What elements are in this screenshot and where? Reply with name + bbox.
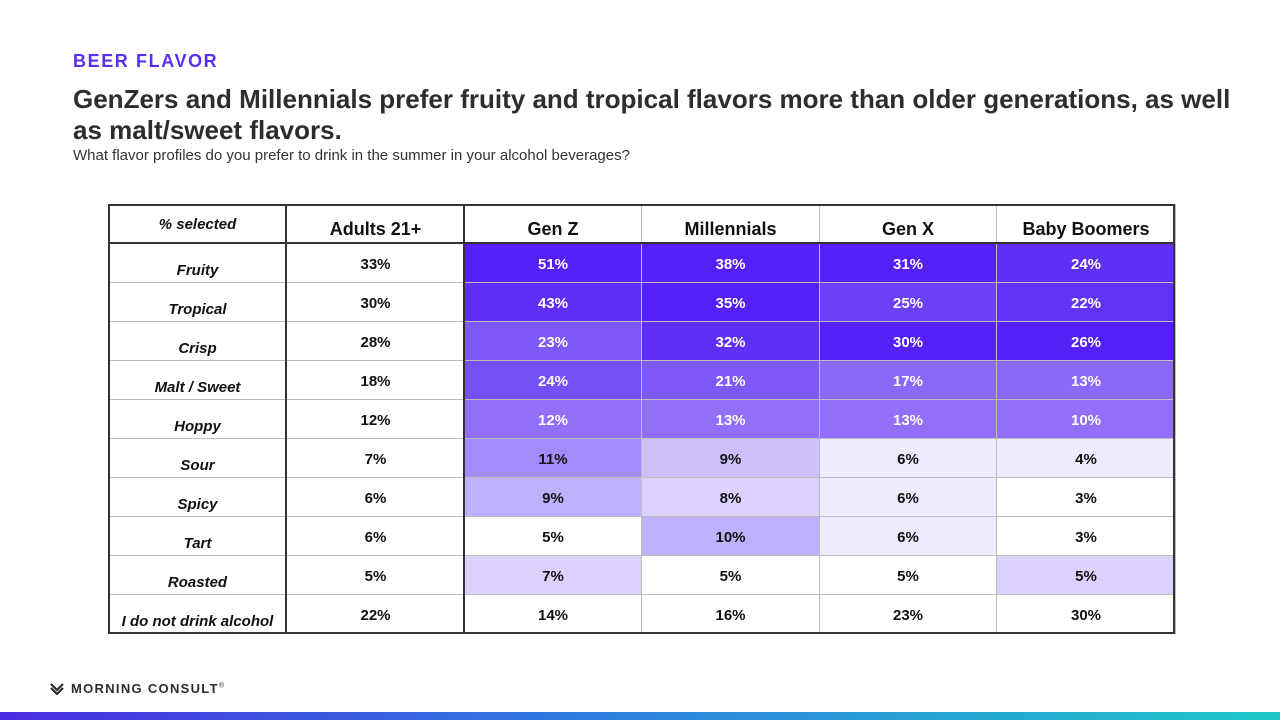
table-cell: 22% [286, 594, 465, 634]
row-label: Sour [108, 438, 287, 478]
table-cell: 24% [996, 243, 1176, 283]
table-cell: 6% [286, 516, 465, 556]
table-cell: 21% [641, 360, 820, 400]
table-cell: 6% [819, 477, 997, 517]
table-cell: 8% [641, 477, 820, 517]
column-header-gen-x: Gen X [819, 204, 997, 244]
morning-consult-mark-icon [50, 682, 64, 695]
table-cell: 31% [819, 243, 997, 283]
table-cell: 23% [464, 321, 642, 361]
table-cell: 9% [641, 438, 820, 478]
table-cell: 5% [286, 555, 465, 595]
table-cell: 6% [819, 516, 997, 556]
table-cell: 3% [996, 516, 1176, 556]
table-cell: 3% [996, 477, 1176, 517]
slide-subtitle: What flavor profiles do you prefer to dr… [73, 147, 630, 164]
table-cell: 26% [996, 321, 1176, 361]
label-column-divider [285, 204, 287, 634]
table-row: Malt / Sweet 18% 24% 21% 17% 13% [108, 360, 1176, 400]
table-row: Fruity 33% 51% 38% 31% 24% [108, 243, 1176, 283]
table-cell: 5% [641, 555, 820, 595]
logo-text: MORNING CONSULT® [71, 681, 224, 696]
row-label: Malt / Sweet [108, 360, 287, 400]
table-cell: 38% [641, 243, 820, 283]
row-label: I do not drink alcohol [108, 594, 287, 634]
table-cell: 13% [641, 399, 820, 439]
table-cell: 5% [464, 516, 642, 556]
table-cell: 16% [641, 594, 820, 634]
column-header-gen-z: Gen Z [464, 204, 642, 244]
table-cell: 5% [996, 555, 1176, 595]
table-cell: 11% [464, 438, 642, 478]
table-cell: 17% [819, 360, 997, 400]
section-kicker: BEER FLAVOR [73, 51, 219, 71]
table-cell: 14% [464, 594, 642, 634]
table-row: Sour 7% 11% 9% 6% 4% [108, 438, 1176, 478]
column-header-millennials: Millennials [641, 204, 820, 244]
table-cell: 18% [286, 360, 465, 400]
table-cell: 28% [286, 321, 465, 361]
logo-registered-mark: ® [218, 682, 224, 690]
table-row: Tart 6% 5% 10% 6% 3% [108, 516, 1176, 556]
table-row: Tropical 30% 43% 35% 25% 22% [108, 282, 1176, 322]
table-cell: 30% [996, 594, 1176, 634]
table-cell: 23% [819, 594, 997, 634]
row-label: Spicy [108, 477, 287, 517]
table-cell: 10% [641, 516, 820, 556]
row-label: Crisp [108, 321, 287, 361]
table-row: Hoppy 12% 12% 13% 13% 10% [108, 399, 1176, 439]
slide-title: GenZers and Millennials prefer fruity an… [73, 84, 1231, 145]
table-cell: 4% [996, 438, 1176, 478]
table-cell: 5% [819, 555, 997, 595]
table-cell: 30% [286, 282, 465, 322]
table-row: Crisp 28% 23% 32% 30% 26% [108, 321, 1176, 361]
table-cell: 24% [464, 360, 642, 400]
table-cell: 10% [996, 399, 1176, 439]
brand-gradient-bar [0, 712, 1280, 720]
table-cell: 9% [464, 477, 642, 517]
table-cell: 6% [286, 477, 465, 517]
row-header-cell: % selected [108, 204, 287, 244]
morning-consult-logo: MORNING CONSULT® [50, 681, 224, 696]
table-cell: 43% [464, 282, 642, 322]
row-label: Roasted [108, 555, 287, 595]
flavor-table: % selected Adults 21+ Gen Z Millennials … [108, 204, 1176, 634]
table-cell: 13% [996, 360, 1176, 400]
row-label: Fruity [108, 243, 287, 283]
table-header-row: % selected Adults 21+ Gen Z Millennials … [108, 204, 1176, 244]
row-label: Tropical [108, 282, 287, 322]
row-label: Tart [108, 516, 287, 556]
table-row: I do not drink alcohol 22% 14% 16% 23% 30% [108, 594, 1176, 634]
table-cell: 6% [819, 438, 997, 478]
table-row: Roasted 5% 7% 5% 5% 5% [108, 555, 1176, 595]
adults-column-divider [463, 204, 465, 634]
header-divider [108, 242, 1175, 244]
table-row: Spicy 6% 9% 8% 6% 3% [108, 477, 1176, 517]
table-cell: 30% [819, 321, 997, 361]
table-cell: 13% [819, 399, 997, 439]
table-cell: 33% [286, 243, 465, 283]
table-cell: 32% [641, 321, 820, 361]
table-cell: 51% [464, 243, 642, 283]
row-label: Hoppy [108, 399, 287, 439]
column-header-adults: Adults 21+ [286, 204, 465, 244]
table-cell: 35% [641, 282, 820, 322]
table-cell: 7% [464, 555, 642, 595]
table-cell: 7% [286, 438, 465, 478]
table-cell: 12% [464, 399, 642, 439]
table-cell: 22% [996, 282, 1176, 322]
table-body: Fruity 33% 51% 38% 31% 24% Tropical 30% 43% 35% 25… [108, 243, 1176, 634]
table-cell: 12% [286, 399, 465, 439]
column-header-baby-boomers: Baby Boomers [996, 204, 1176, 244]
table-cell: 25% [819, 282, 997, 322]
